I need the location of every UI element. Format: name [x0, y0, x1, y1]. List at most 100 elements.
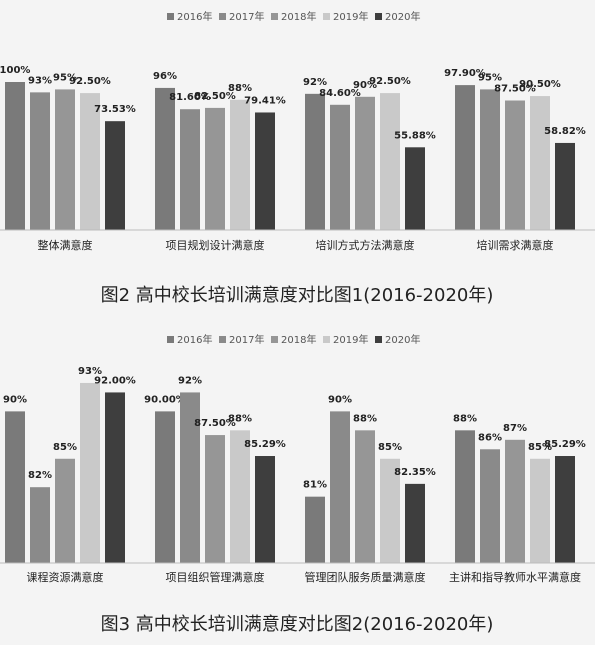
legend-label: 2019年	[333, 10, 368, 23]
bar	[405, 147, 425, 230]
bar	[155, 87, 175, 230]
category-label: 管理团队服务质量满意度	[305, 570, 426, 584]
bar	[355, 430, 375, 563]
value-label: 97.90%	[444, 68, 486, 79]
value-label: 81%	[303, 480, 327, 491]
value-label: 85%	[528, 442, 552, 453]
bar	[555, 456, 575, 563]
bar	[105, 392, 125, 563]
bar	[30, 92, 50, 230]
value-label: 82.35%	[394, 467, 436, 478]
bar	[505, 100, 525, 230]
bar	[530, 96, 550, 230]
legend-label: 2018年	[281, 333, 316, 346]
caption: 图2 高中校长培训满意度对比图1(2016-2020年)	[101, 285, 494, 306]
value-label: 88%	[228, 83, 252, 94]
legend-label: 2018年	[281, 10, 316, 23]
bar	[180, 109, 200, 230]
value-label: 88%	[453, 413, 477, 424]
value-label: 87.50%	[494, 84, 536, 95]
value-label: 58.82%	[544, 126, 586, 137]
bar	[330, 104, 350, 230]
value-label: 85%	[53, 442, 77, 453]
legend-swatch	[271, 336, 278, 343]
legend-label: 2017年	[229, 333, 264, 346]
legend-label: 2016年	[177, 333, 212, 346]
legend-swatch	[323, 336, 330, 343]
bar	[205, 107, 225, 230]
bar	[30, 487, 50, 563]
value-label: 79.41%	[244, 95, 286, 106]
value-label: 92%	[178, 375, 202, 386]
value-label: 90.50%	[519, 79, 561, 90]
bar	[455, 85, 475, 230]
legend-label: 2017年	[229, 10, 264, 23]
value-label: 92.00%	[94, 375, 136, 386]
legend-label: 2019年	[333, 333, 368, 346]
bar	[230, 430, 250, 563]
value-label: 87%	[503, 423, 527, 434]
value-label: 82%	[28, 470, 52, 481]
bar	[305, 496, 325, 563]
value-label: 86%	[478, 432, 502, 443]
bar	[505, 439, 525, 563]
bar	[5, 82, 25, 230]
bar	[255, 112, 275, 230]
category-label: 项目规划设计满意度	[166, 238, 265, 252]
value-label: 88%	[228, 413, 252, 424]
bar	[330, 411, 350, 563]
value-label: 88%	[353, 413, 377, 424]
value-label: 81.60%	[169, 92, 211, 103]
caption: 图3 高中校长培训满意度对比图2(2016-2020年)	[101, 614, 494, 635]
category-label: 培训需求满意度	[477, 238, 554, 252]
value-label: 96%	[153, 71, 177, 82]
value-label: 85.29%	[544, 439, 586, 450]
value-label: 87.50%	[194, 418, 236, 429]
bar	[205, 435, 225, 563]
value-label: 90%	[3, 394, 27, 405]
value-label: 93%	[78, 366, 102, 377]
value-label: 95%	[478, 72, 502, 83]
category-label: 主讲和指导教师水平满意度	[449, 570, 581, 584]
bar	[455, 430, 475, 563]
legend-swatch	[375, 336, 382, 343]
legend-swatch	[375, 13, 382, 20]
bar	[355, 96, 375, 230]
category-label: 课程资源满意度	[27, 570, 104, 584]
value-label: 90.00%	[144, 394, 186, 405]
legend-swatch	[219, 336, 226, 343]
value-label: 92.50%	[69, 76, 111, 87]
bar	[230, 99, 250, 230]
legend-label: 2020年	[385, 10, 420, 23]
value-label: 84.60%	[319, 88, 361, 99]
value-label: 92.50%	[369, 76, 411, 87]
value-label: 95%	[53, 72, 77, 83]
value-label: 90%	[353, 80, 377, 91]
legend-swatch	[323, 13, 330, 20]
value-label: 73.53%	[94, 104, 136, 115]
bar	[105, 121, 125, 230]
bar	[380, 458, 400, 563]
value-label: 55.88%	[394, 130, 436, 141]
bar	[305, 93, 325, 230]
bar	[155, 411, 175, 563]
value-label: 100%	[0, 65, 30, 76]
value-label: 90%	[328, 394, 352, 405]
value-label: 85%	[378, 442, 402, 453]
bar	[380, 93, 400, 230]
bar	[480, 449, 500, 563]
legend-swatch	[167, 13, 174, 20]
legend-swatch	[271, 13, 278, 20]
legend-swatch	[219, 13, 226, 20]
value-label: 85.29%	[244, 439, 286, 450]
bar	[55, 458, 75, 563]
bar	[255, 456, 275, 563]
value-label: 93%	[28, 75, 52, 86]
category-label: 项目组织管理满意度	[166, 570, 265, 584]
bar	[530, 458, 550, 563]
bar	[55, 89, 75, 231]
value-label: 92%	[303, 77, 327, 88]
bar	[405, 483, 425, 563]
